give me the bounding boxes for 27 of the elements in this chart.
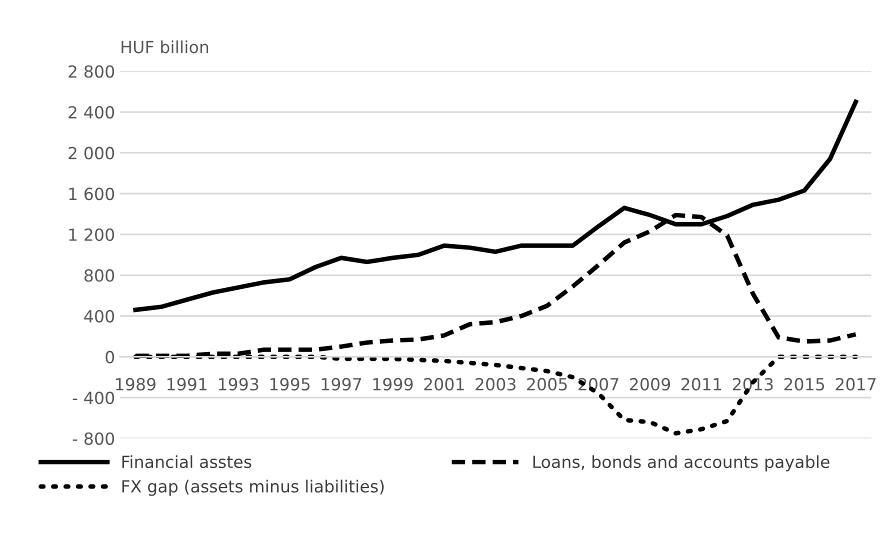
y-tick-label: 0 <box>106 350 114 364</box>
y-tick-label: 1 600 <box>69 188 114 200</box>
y-axis-title: HUF billion <box>122 40 208 54</box>
x-tick-label: 2009 <box>630 378 670 391</box>
legend-label: Financial asstes <box>122 455 252 468</box>
x-tick-label: 2017 <box>836 378 876 391</box>
x-tick-label: 1991 <box>168 378 207 391</box>
x-tick-label: 1999 <box>373 378 413 391</box>
x-tick-label: 2003 <box>476 378 516 391</box>
x-tick-label: 1997 <box>322 378 362 391</box>
y-tick-label: 2 000 <box>68 146 114 160</box>
x-tick-label: 2015 <box>784 378 824 391</box>
y-tick-label: - 800 <box>72 432 114 445</box>
x-tick-label: 2011 <box>681 378 722 391</box>
y-tick-label: 2 400 <box>68 106 114 119</box>
y-tick-label: 800 <box>84 269 114 282</box>
x-tick-label: 1993 <box>218 378 258 391</box>
x-tick-label: 1989 <box>116 378 156 391</box>
y-tick-label: - 400 <box>72 392 114 404</box>
x-tick-label: 2005 <box>527 378 567 391</box>
y-tick-label: 400 <box>84 310 114 323</box>
legend-label: Loans, bonds and accounts payable <box>533 455 830 472</box>
x-tick-label: 1995 <box>270 378 310 391</box>
y-tick-label: 2 800 <box>68 65 114 78</box>
y-tick-label: 1 200 <box>69 228 114 241</box>
legend-label: FX gap (assets minus liabilities) <box>122 480 384 496</box>
x-tick-label: 2001 <box>424 378 464 391</box>
